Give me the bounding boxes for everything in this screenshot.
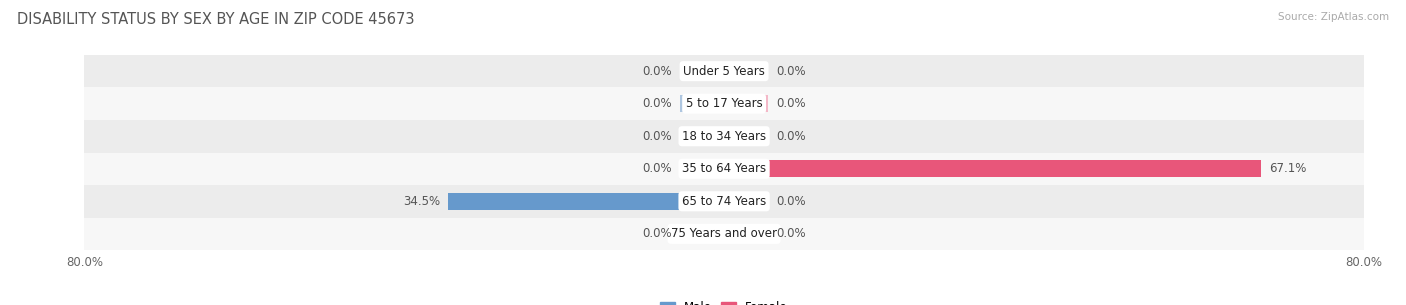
- Bar: [84, 217, 1364, 250]
- Bar: [724, 193, 768, 210]
- Bar: [681, 160, 724, 177]
- Text: Source: ZipAtlas.com: Source: ZipAtlas.com: [1278, 12, 1389, 22]
- Bar: [84, 88, 1364, 120]
- Text: 34.5%: 34.5%: [404, 195, 440, 208]
- Text: 18 to 34 Years: 18 to 34 Years: [682, 130, 766, 143]
- Text: 0.0%: 0.0%: [776, 130, 806, 143]
- Text: 0.0%: 0.0%: [776, 65, 806, 78]
- Text: Under 5 Years: Under 5 Years: [683, 65, 765, 78]
- Text: 35 to 64 Years: 35 to 64 Years: [682, 162, 766, 175]
- Bar: [724, 160, 1261, 177]
- Bar: [681, 95, 724, 112]
- Bar: [681, 225, 724, 242]
- Bar: [681, 128, 724, 145]
- Bar: [724, 225, 768, 242]
- Bar: [449, 193, 724, 210]
- Bar: [724, 63, 768, 80]
- Text: 5 to 17 Years: 5 to 17 Years: [686, 97, 762, 110]
- Bar: [724, 128, 768, 145]
- Text: 0.0%: 0.0%: [643, 130, 672, 143]
- Bar: [84, 152, 1364, 185]
- Text: 65 to 74 Years: 65 to 74 Years: [682, 195, 766, 208]
- Text: 75 Years and over: 75 Years and over: [671, 227, 778, 240]
- Text: 0.0%: 0.0%: [643, 97, 672, 110]
- Text: 0.0%: 0.0%: [643, 65, 672, 78]
- Bar: [84, 55, 1364, 88]
- Legend: Male, Female: Male, Female: [655, 296, 793, 305]
- Bar: [84, 120, 1364, 152]
- Text: 0.0%: 0.0%: [643, 227, 672, 240]
- Text: 0.0%: 0.0%: [776, 195, 806, 208]
- Text: 0.0%: 0.0%: [643, 162, 672, 175]
- Text: DISABILITY STATUS BY SEX BY AGE IN ZIP CODE 45673: DISABILITY STATUS BY SEX BY AGE IN ZIP C…: [17, 12, 415, 27]
- Bar: [681, 63, 724, 80]
- Bar: [84, 185, 1364, 217]
- Bar: [724, 95, 768, 112]
- Text: 0.0%: 0.0%: [776, 97, 806, 110]
- Text: 67.1%: 67.1%: [1268, 162, 1306, 175]
- Text: 0.0%: 0.0%: [776, 227, 806, 240]
